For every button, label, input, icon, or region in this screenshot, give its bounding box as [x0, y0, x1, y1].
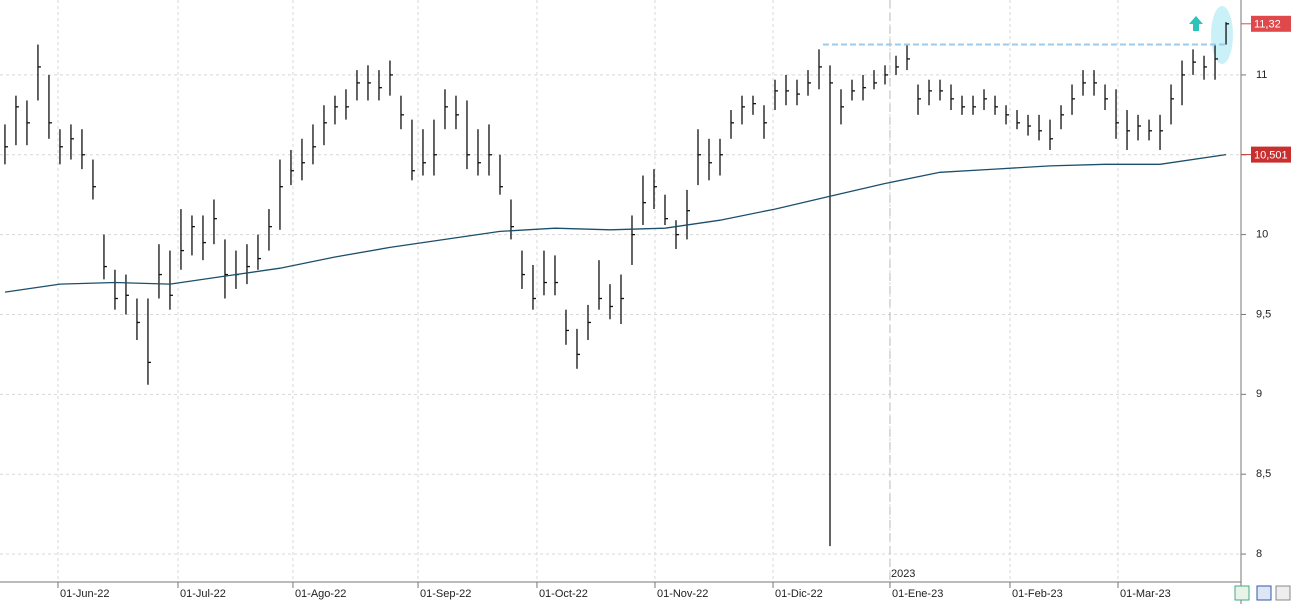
x-tick-label: 01-Ago-22 — [295, 588, 346, 600]
grid — [0, 0, 1240, 582]
pin-button[interactable] — [1275, 585, 1291, 601]
y-axis-area — [1241, 0, 1293, 604]
x-tick-label: 01-Ene-23 — [892, 588, 943, 600]
x-tick-label: 01-Sep-22 — [420, 588, 471, 600]
y-tick-label: 9 — [1256, 388, 1262, 400]
y-tick-label: 9,5 — [1256, 308, 1271, 320]
x-tick-label: 01-Jun-22 — [60, 588, 110, 600]
save-button[interactable] — [1256, 585, 1272, 601]
x-axis-area — [0, 582, 1293, 604]
y-tick-label: 10 — [1256, 229, 1268, 241]
highlight-ellipse — [1211, 6, 1233, 64]
x-tick-label: 01-Jul-22 — [180, 588, 226, 600]
x-tick-label: 01-Mar-23 — [1120, 588, 1171, 600]
moving-average — [4, 153, 1227, 293]
y-tick-label: 8 — [1256, 548, 1262, 560]
x-tick-label: 01-Dic-22 — [775, 588, 823, 600]
y-tick-label: 11 — [1256, 69, 1267, 81]
zoom-button[interactable] — [1234, 585, 1250, 601]
price-marker — [1251, 146, 1291, 163]
axes: 88,599,51010,51101-Jun-2201-Jul-2201-Ago… — [57, 15, 1291, 600]
up-arrow — [1189, 16, 1203, 31]
price-marker-label: 11,32 — [1254, 19, 1281, 31]
x-tick-label: 01-Oct-22 — [539, 588, 588, 600]
price-marker — [1251, 15, 1291, 32]
y-tick-label: 8,5 — [1256, 468, 1271, 480]
price-marker-label: 10,501 — [1254, 150, 1288, 162]
year-label: 2023 — [891, 568, 915, 580]
x-tick-label: 01-Feb-23 — [1012, 588, 1063, 600]
marks — [4, 22, 1230, 547]
x-tick-label: 01-Nov-22 — [657, 588, 708, 600]
